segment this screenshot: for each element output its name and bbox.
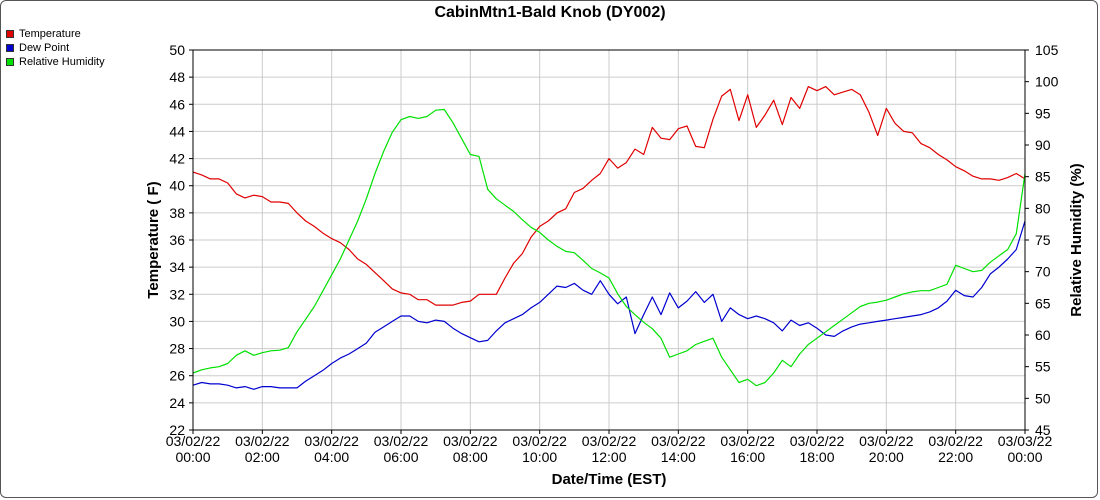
x-tick-label-time: 22:00 [938,449,973,465]
x-axis-title: Date/Time (EST) [552,471,667,488]
legend-swatch-dew-point [6,44,14,52]
chart-title: CabinMtn1-Bald Knob (DY002) [434,4,666,21]
left-tick-label: 22 [169,422,185,438]
x-tick-label-date: 03/02/22 [720,433,775,449]
x-tick-label-time: 02:00 [245,449,280,465]
x-tick-label-time: 00:00 [1007,449,1042,465]
left-tick-label: 40 [169,178,185,194]
series-lines [192,85,1026,390]
left-tick-label: 24 [169,395,185,411]
legend-swatch-temperature [6,30,14,38]
left-tick-label: 42 [169,151,185,167]
series-line-temperature [192,85,1026,306]
legend: Temperature Dew Point Relative Humidity [6,27,105,69]
left-axis-ticks: 22 24 26 28 30 32 34 36 38 40 42 44 46 48 50 [169,42,193,438]
x-tick-label-date: 03/02/22 [790,433,845,449]
right-tick-label: 65 [1035,295,1051,311]
x-tick-label-date: 03/02/22 [443,433,498,449]
x-tick-label-date: 03/02/22 [859,433,914,449]
left-tick-label: 38 [169,205,185,221]
x-tick-label-time: 16:00 [730,449,765,465]
x-tick-label-time: 14:00 [661,449,696,465]
x-axis-ticks: 03/02/2200:0003/02/2202:0003/02/2204:000… [166,430,1053,465]
x-tick-label-time: 12:00 [591,449,626,465]
legend-item-relative-humidity: Relative Humidity [6,55,105,69]
legend-label-relative-humidity: Relative Humidity [19,56,105,68]
right-tick-label: 90 [1035,137,1051,153]
x-tick-label-date: 03/02/22 [651,433,706,449]
x-tick-label-date: 03/02/22 [235,433,290,449]
right-axis-ticks: 45 50 55 60 65 70 75 80 85 90 95 100 105 [1025,42,1059,438]
left-tick-label: 26 [169,368,185,384]
left-tick-label: 44 [169,123,185,139]
left-tick-label: 32 [169,286,185,302]
right-tick-label: 60 [1035,327,1051,343]
left-tick-label: 36 [169,232,185,248]
legend-item-dew-point: Dew Point [6,41,105,55]
x-tick-label-date: 03/02/22 [928,433,983,449]
left-tick-label: 46 [169,96,185,112]
left-tick-label: 28 [169,341,185,357]
x-tick-label-date: 03/02/22 [374,433,429,449]
x-tick-label-date: 03/02/22 [582,433,637,449]
legend-swatch-relative-humidity [6,58,14,66]
y2-axis-title: Relative Humidity (%) [1068,163,1085,316]
legend-label-temperature: Temperature [19,28,81,40]
x-tick-label-date: 03/02/22 [304,433,359,449]
right-tick-label: 70 [1035,264,1051,280]
series-line-relative-humidity [192,108,1026,387]
x-tick-label-date: 03/03/22 [998,433,1053,449]
left-tick-label: 30 [169,313,185,329]
series-line-dew-point [192,220,1026,390]
right-tick-label: 80 [1035,200,1051,216]
x-tick-label-time: 10:00 [522,449,557,465]
right-tick-label: 75 [1035,232,1051,248]
right-tick-label: 95 [1035,105,1051,121]
legend-item-temperature: Temperature [6,27,105,41]
left-tick-label: 48 [169,69,185,85]
right-tick-label: 55 [1035,359,1051,375]
x-tick-label-time: 20:00 [869,449,904,465]
right-tick-label: 85 [1035,169,1051,185]
x-tick-label-date: 03/02/22 [166,433,221,449]
right-tick-label: 45 [1035,422,1051,438]
x-tick-label-time: 06:00 [383,449,418,465]
right-tick-label: 50 [1035,390,1051,406]
y-axis-title: Temperature ( F) [145,181,162,298]
x-tick-label-time: 18:00 [799,449,834,465]
right-tick-label: 100 [1035,74,1059,90]
left-tick-label: 34 [169,259,185,275]
x-tick-label-time: 00:00 [175,449,210,465]
right-tick-label: 105 [1035,42,1059,58]
x-tick-label-time: 08:00 [453,449,488,465]
left-tick-label: 50 [169,42,185,58]
x-tick-label-date: 03/02/22 [512,433,567,449]
x-tick-label-time: 04:00 [314,449,349,465]
legend-label-dew-point: Dew Point [19,42,70,54]
